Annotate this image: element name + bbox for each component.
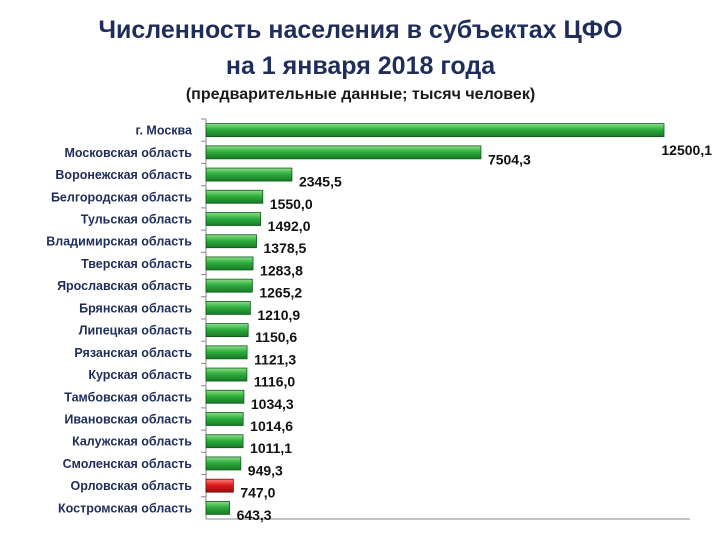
category-label-7: Ярославская область [57,279,192,293]
chart-title-date: на 1 января 2018 года [225,52,496,80]
bar-7 [205,278,253,293]
chart-subtitle: (предварительные данные; тысяч человек) [185,86,536,103]
value-label-2: 2345,5 [299,174,342,190]
bar-17 [205,500,230,515]
value-label-4: 1492,0 [268,218,311,234]
category-label-17: Костромская область [58,501,192,515]
value-label-8: 1210,9 [257,307,300,323]
value-label-6: 1283,8 [260,262,303,278]
bar-10 [205,345,248,360]
value-label-12: 1034,3 [251,396,294,412]
bar-12 [205,389,245,404]
bar-0 [205,123,665,138]
value-label-3: 1550,0 [270,196,313,212]
bar-11 [205,367,248,382]
category-label-9: Липецкая область [79,324,193,338]
value-label-15: 949,3 [248,462,283,478]
category-label-13: Ивановская область [64,413,192,427]
bar-1 [205,145,482,160]
bar-14 [205,434,244,449]
value-label-13: 1014,6 [250,418,293,434]
category-label-5: Владимирская область [46,235,192,249]
bar-9 [205,323,249,338]
value-label-14: 1011,1 [250,440,292,456]
category-label-10: Рязанская область [74,346,192,360]
value-label-0: 12500,1 [661,142,712,158]
bar-16 [205,478,234,493]
bar-2 [205,167,293,182]
category-label-15: Смоленская область [63,457,193,471]
bar-3 [205,189,264,204]
value-label-11: 1116,0 [254,374,295,390]
value-label-9: 1150,6 [255,329,297,345]
bar-6 [205,256,254,271]
bar-5 [205,234,257,249]
category-label-6: Тверская область [81,257,192,271]
category-label-4: Тульская область [81,213,193,227]
category-label-16: Орловская область [71,479,193,493]
category-label-11: Курская область [88,368,192,382]
bar-15 [205,456,242,471]
category-label-14: Калужская область [72,435,192,449]
category-label-0: г. Москва [136,124,194,138]
chart-title: Численность населения в субъектах ЦФО [98,16,623,44]
category-label-1: Московская область [64,146,192,160]
category-label-3: Белгородская область [51,190,192,204]
value-label-16: 747,0 [240,485,275,501]
value-label-17: 643,3 [237,507,272,523]
value-label-5: 1378,5 [264,240,307,256]
category-label-8: Брянская область [79,301,192,315]
bar-8 [205,300,251,315]
value-label-10: 1121,3 [254,351,296,367]
category-label-12: Тамбовская область [64,390,192,404]
category-label-2: Воронежская область [55,168,192,182]
value-label-7: 1265,2 [259,285,302,301]
bar-4 [205,212,262,226]
bar-13 [205,412,244,426]
value-label-1: 7504,3 [488,151,531,167]
